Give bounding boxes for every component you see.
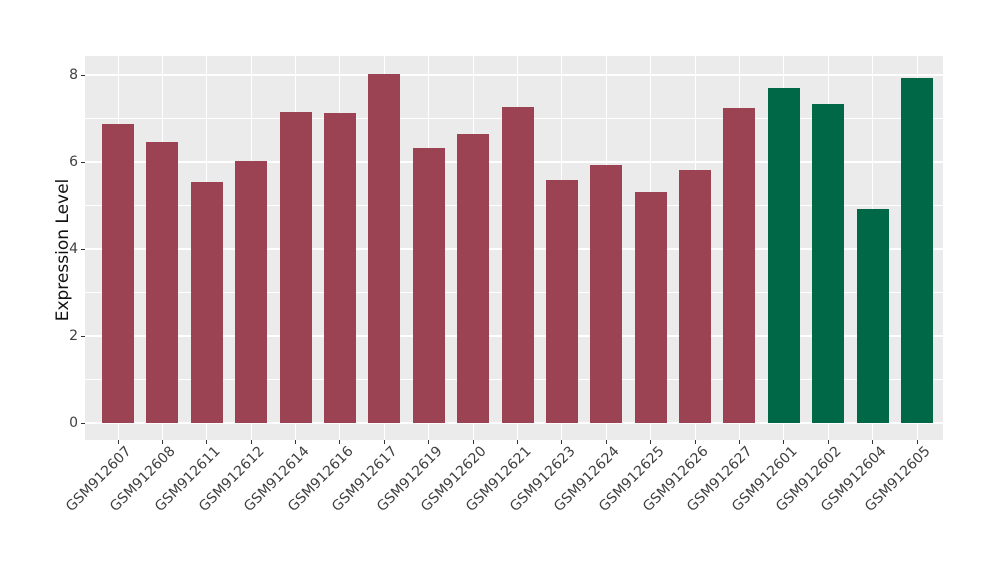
plot-panel: [85, 56, 943, 440]
bar-GSM912624: [590, 164, 623, 423]
bar-GSM912608: [146, 142, 179, 423]
bar-GSM912619: [412, 148, 445, 423]
bar-GSM912612: [235, 161, 268, 423]
y-tick-label: 8: [69, 67, 78, 83]
y-tick-label: 0: [69, 415, 78, 431]
bar-GSM912616: [323, 112, 356, 423]
x-tick-mark: [428, 440, 430, 444]
bar-GSM912617: [368, 74, 401, 423]
x-tick-mark: [206, 440, 208, 444]
y-tick-mark: [81, 248, 85, 250]
x-tick-mark: [605, 440, 607, 444]
x-tick-mark: [827, 440, 829, 444]
y-tick-mark: [81, 422, 85, 424]
bar-GSM912602: [812, 104, 845, 423]
y-tick-label: 6: [69, 154, 78, 170]
y-tick-label: 2: [69, 328, 78, 344]
x-tick-mark: [250, 440, 252, 444]
major-gridline: [85, 422, 943, 424]
bar-GSM912601: [767, 88, 800, 423]
bar-GSM912627: [723, 108, 756, 423]
y-tick-label: 4: [69, 241, 78, 257]
y-tick-mark: [81, 74, 85, 76]
x-tick-mark: [783, 440, 785, 444]
x-tick-mark: [117, 440, 119, 444]
bar-GSM912611: [190, 182, 223, 423]
bar-GSM912607: [102, 124, 134, 423]
x-tick-mark: [161, 440, 163, 444]
bar-GSM912614: [279, 111, 312, 423]
bar-GSM912605: [901, 78, 934, 423]
bar-GSM912620: [457, 133, 490, 423]
x-tick-mark: [561, 440, 563, 444]
x-tick-mark: [650, 440, 652, 444]
x-tick-mark: [916, 440, 918, 444]
bar-GSM912604: [856, 209, 889, 423]
x-tick-mark: [694, 440, 696, 444]
y-tick-mark: [81, 335, 85, 337]
bar-GSM912626: [679, 169, 712, 423]
major-gridline: [85, 74, 943, 76]
x-tick-mark: [872, 440, 874, 444]
x-tick-mark: [295, 440, 297, 444]
bar-GSM912625: [634, 192, 667, 423]
x-tick-mark: [738, 440, 740, 444]
x-tick-mark: [472, 440, 474, 444]
x-tick-mark: [383, 440, 385, 444]
x-tick-mark: [517, 440, 518, 444]
x-tick-mark: [339, 440, 341, 444]
y-tick-mark: [81, 161, 85, 163]
bar-GSM912621: [501, 106, 534, 423]
bar-GSM912623: [545, 179, 578, 423]
